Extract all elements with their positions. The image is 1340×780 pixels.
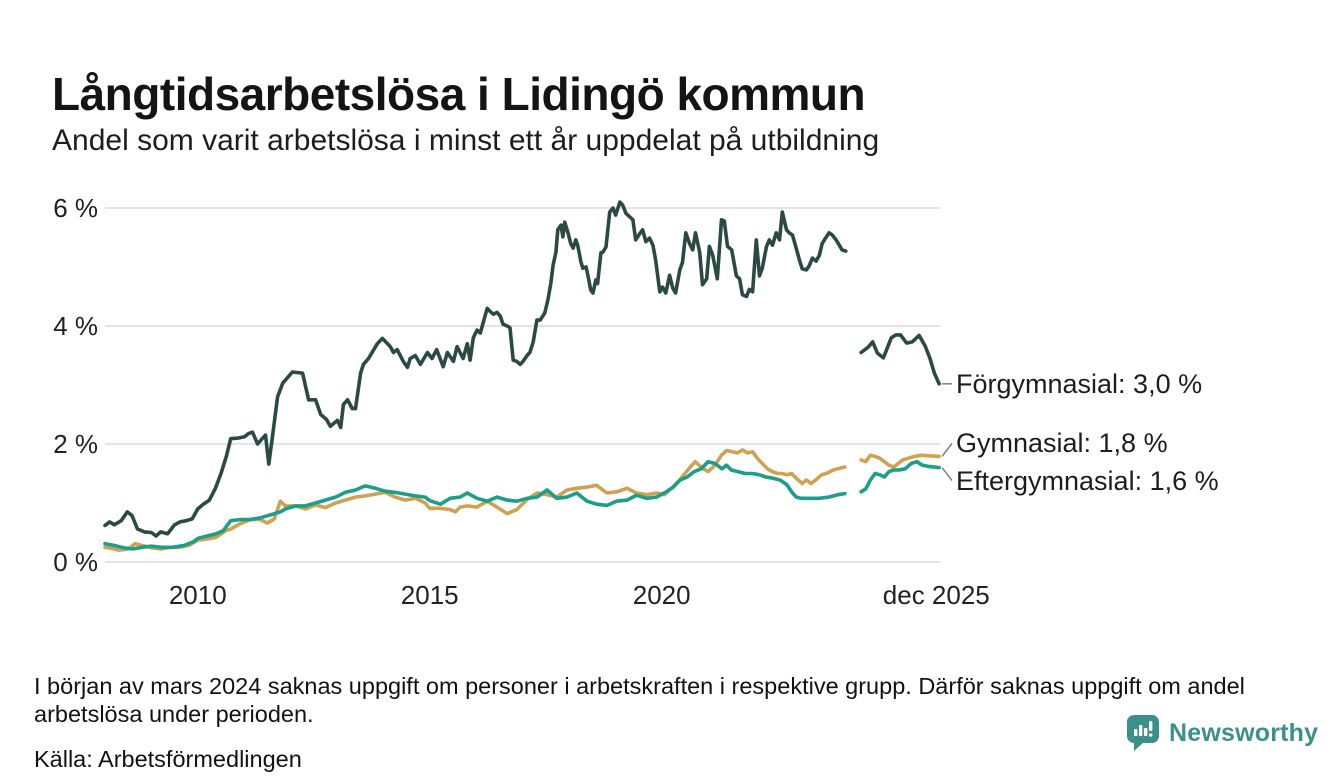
series-lines (103, 200, 941, 553)
series-end-label-förgymnasial: Förgymnasial: 3,0 % (956, 368, 1203, 399)
y-axis-tick-label: 6 % (53, 193, 98, 223)
y-axis-tick-label: 4 % (53, 311, 98, 341)
gridlines (105, 207, 940, 563)
chart-subtitle: Andel som varit arbetslösa i minst ett å… (52, 124, 880, 157)
series-end-label-eftergymnasial: Eftergymnasial: 1,6 % (956, 465, 1219, 496)
series-end-label-gymnasial: Gymnasial: 1,8 % (956, 428, 1168, 459)
series-line-gymnasial (859, 453, 941, 469)
newsworthy-bubble-chart-icon (1127, 715, 1159, 751)
label-connector (941, 467, 953, 482)
newsworthy-wordmark: Newsworthy (1169, 718, 1319, 747)
label-connector-lines (941, 383, 953, 482)
label-connector (941, 442, 953, 457)
series-line-förgymnasial (859, 333, 941, 386)
source-credit: Källa: Arbetsförmedlingen (34, 745, 302, 772)
y-axis-tick-label: 2 % (53, 429, 98, 459)
chart-title: Långtidsarbetslösa i Lidingö kommun (52, 67, 866, 120)
footnote: I början av mars 2024 saknas uppgift om … (34, 672, 1245, 727)
x-axis-tick-label: dec 2025 (882, 580, 990, 610)
x-axis-tick-label: 2010 (168, 580, 227, 610)
x-axis-tick-label: 2020 (632, 580, 691, 610)
series-line-eftergymnasial (859, 459, 941, 494)
series-line-gymnasial (103, 448, 847, 553)
series-line-förgymnasial (103, 200, 848, 538)
x-axis-tick-label: 2015 (400, 580, 459, 610)
y-axis-tick-label: 0 % (53, 547, 98, 577)
newsworthy-logo: Newsworthy (1126, 714, 1318, 752)
series-line-eftergymnasial (103, 459, 847, 551)
